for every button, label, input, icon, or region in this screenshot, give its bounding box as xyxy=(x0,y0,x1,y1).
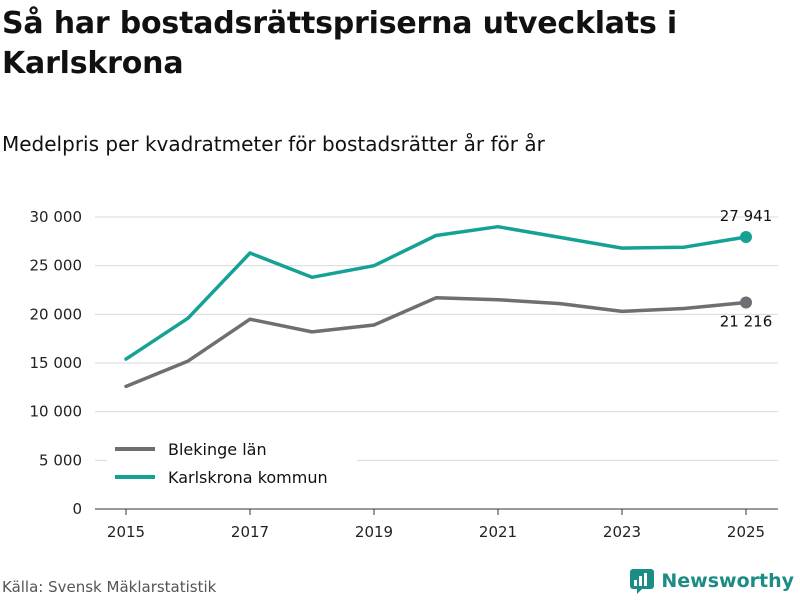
legend: Blekinge län Karlskrona kommun xyxy=(107,434,357,494)
newsworthy-logo-text: Newsworthy xyxy=(661,570,794,592)
end-point-karlskrona-kommun xyxy=(740,231,752,244)
y-tick-label: 30 000 xyxy=(30,208,83,226)
newsworthy-logo[interactable]: Newsworthy xyxy=(629,568,794,594)
x-tick-label: 2025 xyxy=(727,523,765,541)
legend-label: Karlskrona kommun xyxy=(168,468,328,487)
end-point-blekinge-län xyxy=(740,296,752,309)
newsworthy-logo-icon xyxy=(630,569,655,594)
y-axis-ticks: 0 5 000 10 000 15 000 20 000 25 000 30 000 xyxy=(30,208,83,518)
x-tick-label: 2019 xyxy=(355,523,393,541)
legend-label: Blekinge län xyxy=(168,440,267,459)
y-tick-label: 15 000 xyxy=(30,354,83,372)
x-tick-label: 2021 xyxy=(479,523,517,541)
chart-subtitle: Medelpris per kvadratmeter för bostadsrä… xyxy=(2,132,545,156)
series-line-karlskrona-kommun xyxy=(124,224,748,361)
x-tick-label: 2023 xyxy=(603,523,641,541)
chart-title: Så har bostadsrättspriserna utvecklats i… xyxy=(2,6,677,81)
y-tick-label: 10 000 xyxy=(30,403,83,421)
y-tick-label: 5 000 xyxy=(39,451,82,469)
legend-background xyxy=(107,434,357,494)
y-tick-label: 20 000 xyxy=(30,305,83,323)
y-tick-label: 25 000 xyxy=(30,257,83,275)
source-note: Källa: Svensk Mäklarstatistik xyxy=(2,578,217,596)
end-value-label-karlskrona-kommun: 27 941 xyxy=(720,207,773,225)
y-tick-label: 0 xyxy=(72,500,82,518)
end-value-label-blekinge-län: 21 216 xyxy=(720,312,773,330)
series-lines: 21 216 27 941 xyxy=(124,207,773,389)
x-tick-label: 2015 xyxy=(107,523,145,541)
series-line-blekinge-län xyxy=(124,296,748,389)
x-tick-label: 2017 xyxy=(231,523,269,541)
x-axis: 2015 2017 2019 2021 2023 2025 xyxy=(107,509,765,541)
